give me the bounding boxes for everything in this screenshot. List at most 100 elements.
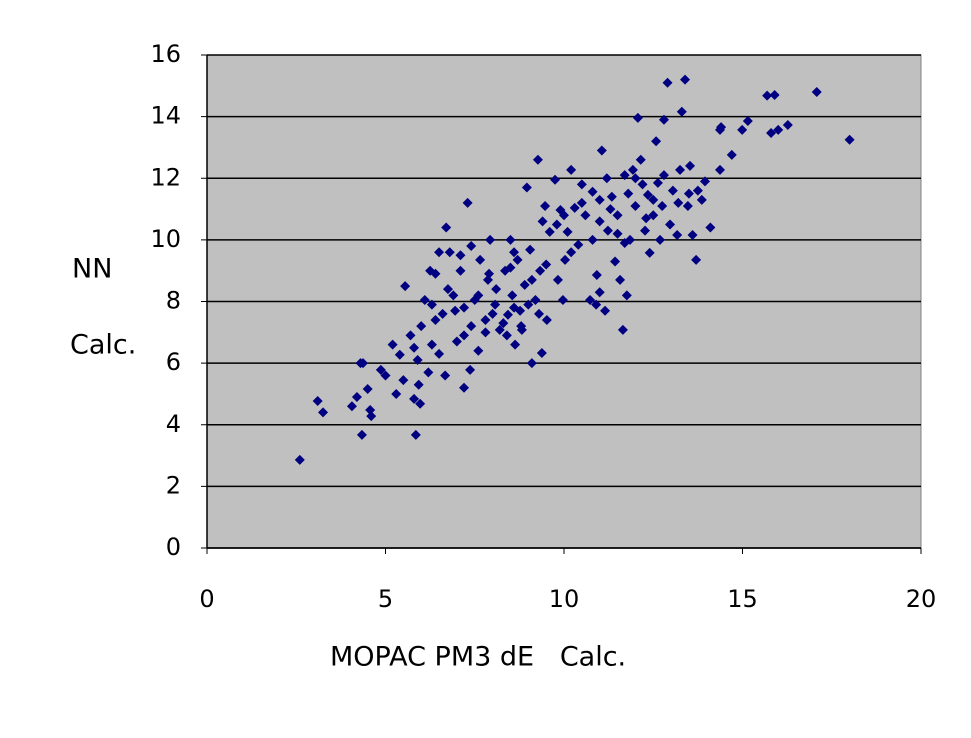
point: [294, 454, 305, 465]
point: [541, 314, 552, 325]
point: [509, 247, 520, 258]
point: [560, 254, 571, 265]
point: [521, 182, 532, 193]
point: [412, 355, 423, 366]
point: [475, 254, 486, 265]
point: [394, 349, 405, 360]
x-tick-label: 0: [199, 585, 214, 613]
point: [391, 388, 402, 399]
point: [441, 222, 452, 233]
point: [541, 259, 552, 270]
point: [642, 189, 653, 200]
point: [566, 247, 577, 258]
point: [550, 174, 561, 185]
point: [587, 234, 598, 245]
point: [455, 250, 466, 261]
point: [587, 186, 598, 197]
point: [605, 204, 616, 215]
point: [680, 74, 691, 85]
point: [462, 197, 473, 208]
point: [398, 375, 409, 386]
point: [502, 309, 513, 320]
point: [430, 314, 441, 325]
point: [552, 274, 563, 285]
point: [380, 370, 391, 381]
point: [480, 314, 491, 325]
point: [623, 188, 634, 199]
point: [426, 339, 437, 350]
point: [416, 321, 427, 332]
point: [451, 336, 462, 347]
point: [562, 226, 573, 237]
point: [444, 247, 455, 258]
point: [657, 200, 668, 211]
point: [494, 324, 505, 335]
point: [602, 225, 613, 236]
point: [400, 281, 411, 292]
point: [610, 256, 621, 267]
y-tick-label: 16: [150, 40, 181, 68]
point: [409, 342, 420, 353]
point: [498, 318, 509, 329]
point: [459, 302, 470, 313]
point: [612, 210, 623, 221]
point: [519, 279, 530, 290]
point: [676, 106, 687, 117]
y-tick-label: 8: [166, 287, 181, 315]
x-tick-label: 15: [727, 585, 758, 613]
point: [318, 407, 329, 418]
point: [672, 229, 683, 240]
point: [516, 321, 527, 332]
point: [405, 330, 416, 341]
point: [356, 429, 367, 440]
y-tick-label: 12: [150, 163, 181, 191]
point: [675, 164, 686, 175]
point: [387, 339, 398, 350]
y-axis-label: NN: [72, 254, 112, 285]
point: [637, 179, 648, 190]
point: [596, 145, 607, 156]
point: [532, 154, 543, 165]
point: [419, 294, 430, 305]
point: [691, 254, 702, 265]
y-tick-label: 14: [150, 102, 181, 130]
point: [566, 164, 577, 175]
point: [413, 379, 424, 390]
y-tick-label: 6: [166, 348, 181, 376]
point: [490, 299, 501, 310]
point: [544, 226, 555, 237]
point: [484, 268, 495, 279]
point: [591, 299, 602, 310]
y-tick-label: 0: [166, 533, 181, 561]
point: [362, 384, 373, 395]
point: [466, 321, 477, 332]
point: [737, 124, 748, 135]
point: [534, 308, 545, 319]
point: [621, 290, 632, 301]
x-tick-label: 10: [549, 585, 580, 613]
point: [459, 330, 470, 341]
point: [536, 347, 547, 358]
point: [580, 210, 591, 221]
point: [473, 345, 484, 356]
point: [442, 284, 453, 295]
point: [682, 200, 693, 211]
point: [640, 225, 651, 236]
point: [715, 164, 726, 175]
point: [440, 370, 451, 381]
point: [705, 222, 716, 233]
point: [585, 294, 596, 305]
point: [667, 185, 678, 196]
x-tick-label: 20: [906, 585, 937, 613]
point: [630, 173, 641, 184]
point: [410, 429, 421, 440]
y-tick-label: 2: [166, 471, 181, 499]
point: [551, 219, 562, 230]
point: [526, 358, 537, 369]
point: [652, 177, 663, 188]
point: [365, 404, 376, 415]
point: [526, 274, 537, 285]
x-tick-label: 5: [378, 585, 393, 613]
point: [648, 194, 659, 205]
point: [648, 210, 659, 221]
